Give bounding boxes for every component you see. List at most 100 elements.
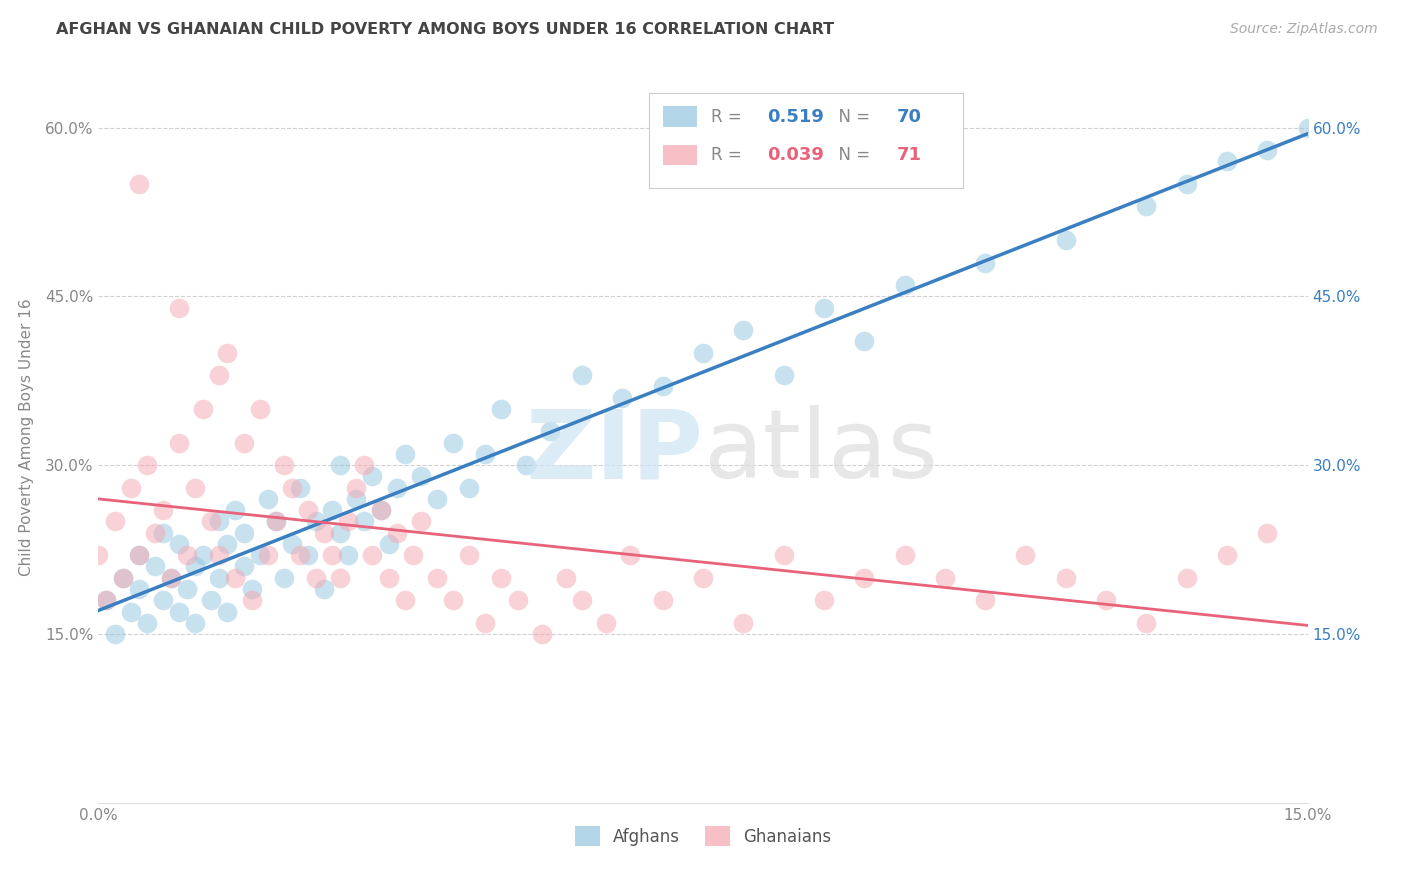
Point <box>297 503 319 517</box>
Point <box>314 525 336 540</box>
Point <box>184 615 207 630</box>
Point <box>1135 615 1157 630</box>
Point <box>264 515 287 529</box>
Point <box>409 515 432 529</box>
Point <box>288 481 311 495</box>
Point <box>273 571 295 585</box>
Point <box>619 548 641 562</box>
Text: AFGHAN VS GHANAIAN CHILD POVERTY AMONG BOYS UNDER 16 CORRELATION CHART: AFGHAN VS GHANAIAN CHILD POVERTY AMONG B… <box>56 22 834 37</box>
Point <box>1135 199 1157 213</box>
Point <box>135 458 157 473</box>
Point <box>111 571 134 585</box>
Point <box>377 571 399 585</box>
Point <box>167 435 190 450</box>
Text: Source: ZipAtlas.com: Source: ZipAtlas.com <box>1230 22 1378 37</box>
Text: ZIP: ZIP <box>524 405 703 499</box>
Point <box>458 548 481 562</box>
Point <box>152 503 174 517</box>
Point <box>297 548 319 562</box>
Point <box>1256 143 1278 157</box>
Point <box>772 368 794 383</box>
Point <box>934 571 956 585</box>
Point <box>441 435 464 450</box>
Point <box>402 548 425 562</box>
Point <box>120 605 142 619</box>
Point <box>128 548 150 562</box>
Point <box>377 537 399 551</box>
Point <box>314 582 336 596</box>
Point <box>1175 571 1198 585</box>
Point <box>224 571 246 585</box>
Point <box>143 525 166 540</box>
Point <box>256 548 278 562</box>
Text: 0.519: 0.519 <box>768 109 824 127</box>
Point <box>426 491 449 506</box>
Point <box>733 323 755 337</box>
Point <box>128 582 150 596</box>
Point <box>256 491 278 506</box>
Point <box>426 571 449 585</box>
Point <box>87 548 110 562</box>
Point <box>491 571 513 585</box>
Point <box>103 627 125 641</box>
Point <box>337 548 360 562</box>
Point <box>143 559 166 574</box>
Point <box>474 447 496 461</box>
Point <box>217 537 239 551</box>
Point <box>305 515 328 529</box>
Point <box>208 548 231 562</box>
Text: N =: N = <box>828 146 875 164</box>
Point <box>813 301 835 315</box>
Point <box>193 548 215 562</box>
Point <box>288 548 311 562</box>
Legend: Afghans, Ghanaians: Afghans, Ghanaians <box>568 820 838 853</box>
Point <box>321 548 343 562</box>
Point <box>273 458 295 473</box>
Point <box>733 615 755 630</box>
Point <box>167 537 190 551</box>
Point <box>103 515 125 529</box>
Point <box>281 481 304 495</box>
Point <box>1054 233 1077 247</box>
Point <box>329 525 352 540</box>
Point <box>974 255 997 269</box>
Text: R =: R = <box>711 146 748 164</box>
Point <box>530 627 553 641</box>
Point <box>1216 154 1239 169</box>
Point <box>385 481 408 495</box>
Point <box>337 515 360 529</box>
Point <box>344 491 367 506</box>
Point <box>200 593 222 607</box>
Point <box>506 593 529 607</box>
Point <box>128 548 150 562</box>
Point <box>1296 120 1319 135</box>
Point <box>217 605 239 619</box>
Point <box>224 503 246 517</box>
Point <box>208 571 231 585</box>
Point <box>1175 177 1198 191</box>
Point <box>409 469 432 483</box>
Point <box>571 593 593 607</box>
Point <box>370 503 392 517</box>
Point <box>893 278 915 293</box>
Point <box>651 379 673 393</box>
Point <box>555 571 578 585</box>
Point <box>184 559 207 574</box>
Point <box>96 593 118 607</box>
Point <box>772 548 794 562</box>
Point <box>361 548 384 562</box>
Point <box>232 525 254 540</box>
Point <box>491 401 513 416</box>
Point <box>329 571 352 585</box>
Point <box>111 571 134 585</box>
Point <box>1054 571 1077 585</box>
Point <box>353 515 375 529</box>
Text: 0.039: 0.039 <box>768 146 824 164</box>
Point <box>853 571 876 585</box>
Point <box>612 391 634 405</box>
Point <box>474 615 496 630</box>
Text: 71: 71 <box>897 146 921 164</box>
Point <box>184 481 207 495</box>
Y-axis label: Child Poverty Among Boys Under 16: Child Poverty Among Boys Under 16 <box>18 298 34 576</box>
Point <box>176 582 198 596</box>
